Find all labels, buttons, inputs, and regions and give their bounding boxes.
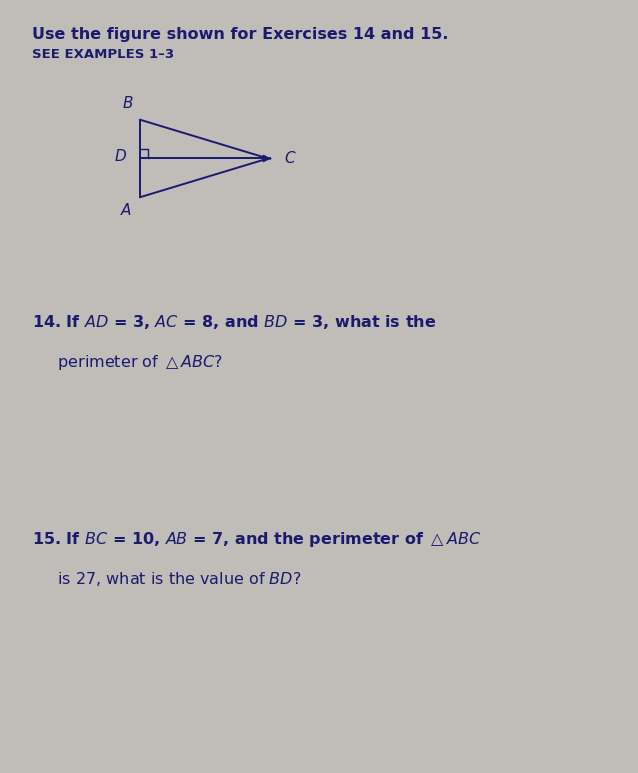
- Text: SEE EXAMPLES 1–3: SEE EXAMPLES 1–3: [32, 48, 174, 61]
- Text: C: C: [284, 151, 295, 166]
- Text: B: B: [122, 96, 133, 111]
- Text: A: A: [121, 203, 131, 218]
- Text: 14. If $\mathit{AD}$ = 3, $\mathit{AC}$ = 8, and $\mathit{BD}$ = 3, what is the: 14. If $\mathit{AD}$ = 3, $\mathit{AC}$ …: [32, 313, 436, 331]
- Text: perimeter of $\triangle$$\mathit{ABC}$?: perimeter of $\triangle$$\mathit{ABC}$?: [32, 353, 223, 373]
- Text: is 27, what is the value of $\mathit{BD}$?: is 27, what is the value of $\mathit{BD}…: [32, 570, 301, 587]
- Text: Use the figure shown for Exercises 14 and 15.: Use the figure shown for Exercises 14 an…: [32, 27, 449, 42]
- Text: 15. If $\mathit{BC}$ = 10, $\mathit{AB}$ = 7, and the perimeter of $\triangle$$\: 15. If $\mathit{BC}$ = 10, $\mathit{AB}$…: [32, 530, 481, 549]
- Text: D: D: [115, 149, 126, 165]
